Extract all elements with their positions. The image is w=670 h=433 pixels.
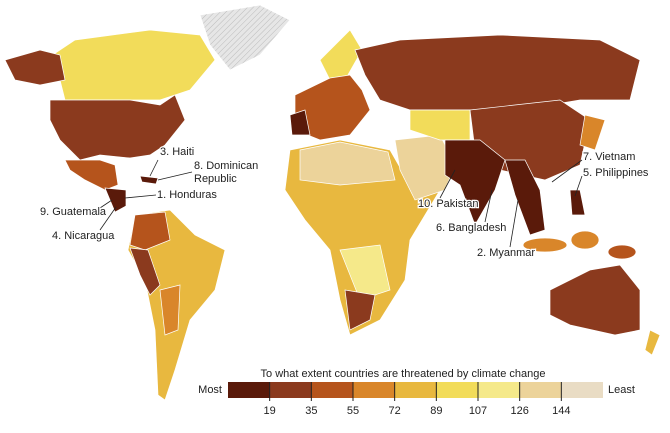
leader-line xyxy=(124,194,157,199)
legend-title: To what extent countries are threatened … xyxy=(261,368,546,380)
legend-swatch xyxy=(519,382,562,398)
canada xyxy=(44,29,216,101)
indonesia xyxy=(522,237,568,253)
alaska xyxy=(4,49,66,86)
leader-line xyxy=(551,159,583,183)
country-label: 9. Guatemala xyxy=(40,206,107,218)
legend: To what extent countries are threatened … xyxy=(198,368,635,417)
central-america xyxy=(104,187,127,213)
sahara xyxy=(299,141,396,186)
countries xyxy=(4,4,661,401)
central-africa xyxy=(339,244,391,301)
legend-swatch xyxy=(561,382,603,398)
russia xyxy=(354,34,641,111)
india xyxy=(444,139,506,226)
legend-tick-label: 35 xyxy=(305,405,317,417)
mexico xyxy=(64,159,119,191)
leader-line xyxy=(484,189,493,223)
greenland xyxy=(199,4,291,71)
borneo xyxy=(570,230,600,250)
australia xyxy=(549,264,641,336)
leader-line xyxy=(574,175,583,197)
central-asia xyxy=(409,109,471,141)
legend-tick-label: 126 xyxy=(510,405,528,417)
legend-tick-label: 107 xyxy=(469,405,487,417)
leader-line xyxy=(509,199,519,248)
country-label: 1. Honduras xyxy=(157,189,217,201)
southern-africa xyxy=(344,289,376,331)
southeast-asia xyxy=(504,159,546,236)
country-label: 5. Philippines xyxy=(583,167,649,179)
legend-swatch xyxy=(436,382,478,398)
philippines xyxy=(569,189,586,216)
country-label: 8. Dominican xyxy=(194,160,258,172)
legend-tick-label: 144 xyxy=(552,405,570,417)
legend-tick-label: 89 xyxy=(430,405,442,417)
country-label: 10. Pakistan xyxy=(418,198,479,210)
legend-swatch xyxy=(353,382,395,398)
leader-line xyxy=(149,159,159,177)
legend-swatch xyxy=(269,382,312,398)
legend-low-label: Most xyxy=(198,384,222,396)
new-guinea xyxy=(607,244,637,260)
legend-tick-label: 72 xyxy=(389,405,401,417)
leader-line xyxy=(99,206,117,231)
usa xyxy=(49,94,186,161)
japan xyxy=(579,114,606,151)
legend-tick-label: 19 xyxy=(264,405,276,417)
leader-line xyxy=(439,169,456,199)
new-zealand xyxy=(644,329,661,356)
leader-line xyxy=(157,171,193,181)
legend-swatch xyxy=(228,382,270,398)
legend-swatch xyxy=(478,382,520,398)
iberia xyxy=(289,109,311,136)
leader-line xyxy=(99,199,113,209)
legend-tick-label: 55 xyxy=(347,405,359,417)
country-label: Republic xyxy=(194,173,237,185)
country-label: 2. Myanmar xyxy=(477,247,535,259)
argentina-north xyxy=(159,284,181,336)
country-label: 4. Nicaragua xyxy=(52,230,115,242)
africa xyxy=(284,139,441,336)
country-label: 3. Haiti xyxy=(160,146,194,158)
caribbean xyxy=(139,175,159,185)
legend-swatch xyxy=(394,382,437,398)
peru xyxy=(129,247,161,296)
legend-swatch xyxy=(311,382,353,398)
legend-high-label: Least xyxy=(608,384,635,396)
country-label: 7. Vietnam xyxy=(583,151,635,163)
country-label: 6. Bangladesh xyxy=(436,222,506,234)
colombia xyxy=(129,211,171,251)
scandinavia xyxy=(319,29,363,81)
